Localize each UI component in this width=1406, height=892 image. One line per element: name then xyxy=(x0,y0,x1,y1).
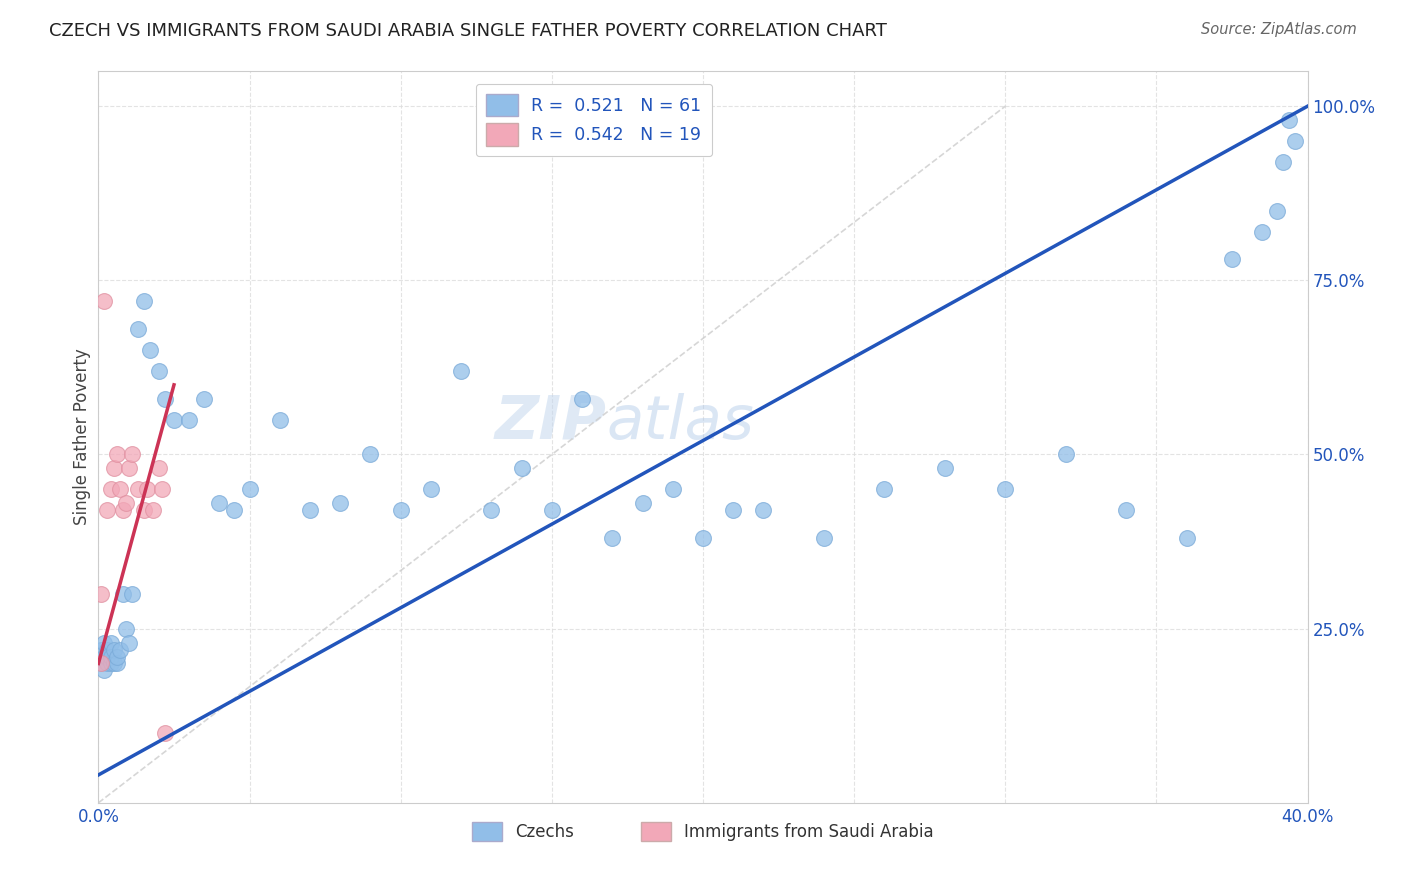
Point xyxy=(1054,448,1077,462)
Point xyxy=(1175,531,1198,545)
Point xyxy=(1278,113,1301,128)
Text: CZECH VS IMMIGRANTS FROM SAUDI ARABIA SINGLE FATHER POVERTY CORRELATION CHART: CZECH VS IMMIGRANTS FROM SAUDI ARABIA SI… xyxy=(49,22,887,40)
Point xyxy=(631,496,654,510)
Point xyxy=(481,503,503,517)
Point xyxy=(450,364,472,378)
Point xyxy=(96,642,118,657)
Point xyxy=(93,664,115,678)
Point xyxy=(108,483,131,497)
Point xyxy=(127,483,149,497)
Point xyxy=(142,503,165,517)
Point xyxy=(163,412,186,426)
Point xyxy=(93,294,115,309)
Point xyxy=(121,448,143,462)
Point xyxy=(118,461,141,475)
Point xyxy=(132,294,155,309)
Text: atlas: atlas xyxy=(606,393,754,452)
Point xyxy=(105,448,128,462)
Point xyxy=(93,635,115,649)
Point xyxy=(153,392,176,406)
Text: Source: ZipAtlas.com: Source: ZipAtlas.com xyxy=(1201,22,1357,37)
Point xyxy=(420,483,443,497)
Point xyxy=(90,657,112,671)
Point xyxy=(100,483,122,497)
Point xyxy=(111,503,134,517)
Point xyxy=(105,649,128,664)
Point xyxy=(1115,503,1137,517)
Point xyxy=(360,448,382,462)
Point xyxy=(100,649,122,664)
Point xyxy=(118,635,141,649)
Point xyxy=(389,503,412,517)
Point xyxy=(132,503,155,517)
Point xyxy=(208,496,231,510)
Point xyxy=(299,503,322,517)
Point xyxy=(90,587,112,601)
Point xyxy=(90,657,112,671)
Point xyxy=(103,642,125,657)
Y-axis label: Single Father Poverty: Single Father Poverty xyxy=(73,349,91,525)
Point xyxy=(179,412,201,426)
Point xyxy=(510,461,533,475)
Point xyxy=(96,649,118,664)
Point xyxy=(752,503,775,517)
Point xyxy=(602,531,624,545)
Point xyxy=(139,343,162,357)
Point xyxy=(114,622,136,636)
Point xyxy=(571,392,593,406)
Point xyxy=(1272,155,1295,169)
Point xyxy=(121,587,143,601)
Point xyxy=(1284,134,1306,148)
Point xyxy=(135,483,157,497)
Point xyxy=(105,657,128,671)
Point xyxy=(873,483,896,497)
Point xyxy=(148,364,170,378)
Legend: Czechs, Immigrants from Saudi Arabia: Czechs, Immigrants from Saudi Arabia xyxy=(464,814,942,849)
Point xyxy=(540,503,562,517)
Point xyxy=(108,642,131,657)
Point xyxy=(329,496,352,510)
Point xyxy=(96,503,118,517)
Point xyxy=(127,322,149,336)
Point xyxy=(1220,252,1243,267)
Point xyxy=(111,587,134,601)
Point xyxy=(103,657,125,671)
Point xyxy=(148,461,170,475)
Point xyxy=(269,412,291,426)
Point xyxy=(93,649,115,664)
Point xyxy=(193,392,215,406)
Point xyxy=(239,483,262,497)
Point xyxy=(100,657,122,671)
Point xyxy=(813,531,835,545)
Point xyxy=(692,531,714,545)
Point xyxy=(661,483,683,497)
Point xyxy=(934,461,956,475)
Point xyxy=(103,461,125,475)
Text: ZIP: ZIP xyxy=(495,393,606,452)
Point xyxy=(90,642,112,657)
Point xyxy=(994,483,1017,497)
Point xyxy=(723,503,745,517)
Point xyxy=(100,635,122,649)
Point xyxy=(114,496,136,510)
Point xyxy=(1251,225,1274,239)
Point xyxy=(224,503,246,517)
Point xyxy=(1267,203,1289,218)
Point xyxy=(153,726,176,740)
Point xyxy=(96,657,118,671)
Point xyxy=(150,483,173,497)
